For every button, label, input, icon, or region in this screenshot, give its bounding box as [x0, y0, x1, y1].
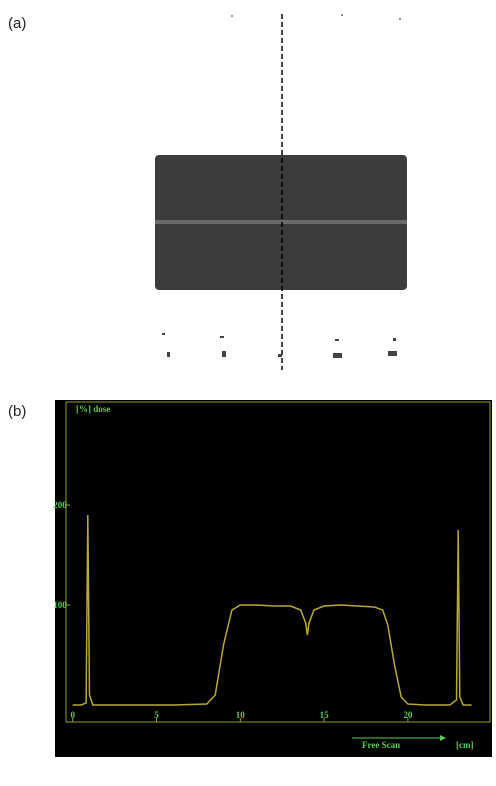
dot — [341, 14, 343, 16]
plot-background — [55, 400, 492, 757]
dot — [399, 18, 401, 20]
x-tick-label: 0 — [70, 710, 75, 720]
dot — [231, 15, 233, 17]
film-line — [155, 220, 407, 224]
x-tick-label: 20 — [403, 710, 413, 720]
y-tick-label: 100 — [53, 600, 67, 610]
figure: (a) (b) [%] dose Free Scan [cm] 0 5 10 15 20… — [0, 0, 496, 786]
x-axis-unit: [cm] — [456, 740, 474, 750]
marks — [162, 333, 397, 358]
x-tick-label: 10 — [236, 710, 246, 720]
y-axis-title: [%] dose — [76, 404, 110, 414]
x-tick-label: 5 — [154, 710, 159, 720]
panel-label: (b) — [8, 403, 26, 420]
y-tick-label: 200 — [53, 500, 67, 510]
x-tick-label: 15 — [320, 710, 330, 720]
x-axis-label: Free Scan — [362, 740, 400, 750]
panel-label: (a) — [8, 15, 26, 32]
page: (a) (b) [%] dose Free Scan [cm] 0 5 10 15 20… — [0, 0, 496, 786]
image — [155, 14, 407, 370]
